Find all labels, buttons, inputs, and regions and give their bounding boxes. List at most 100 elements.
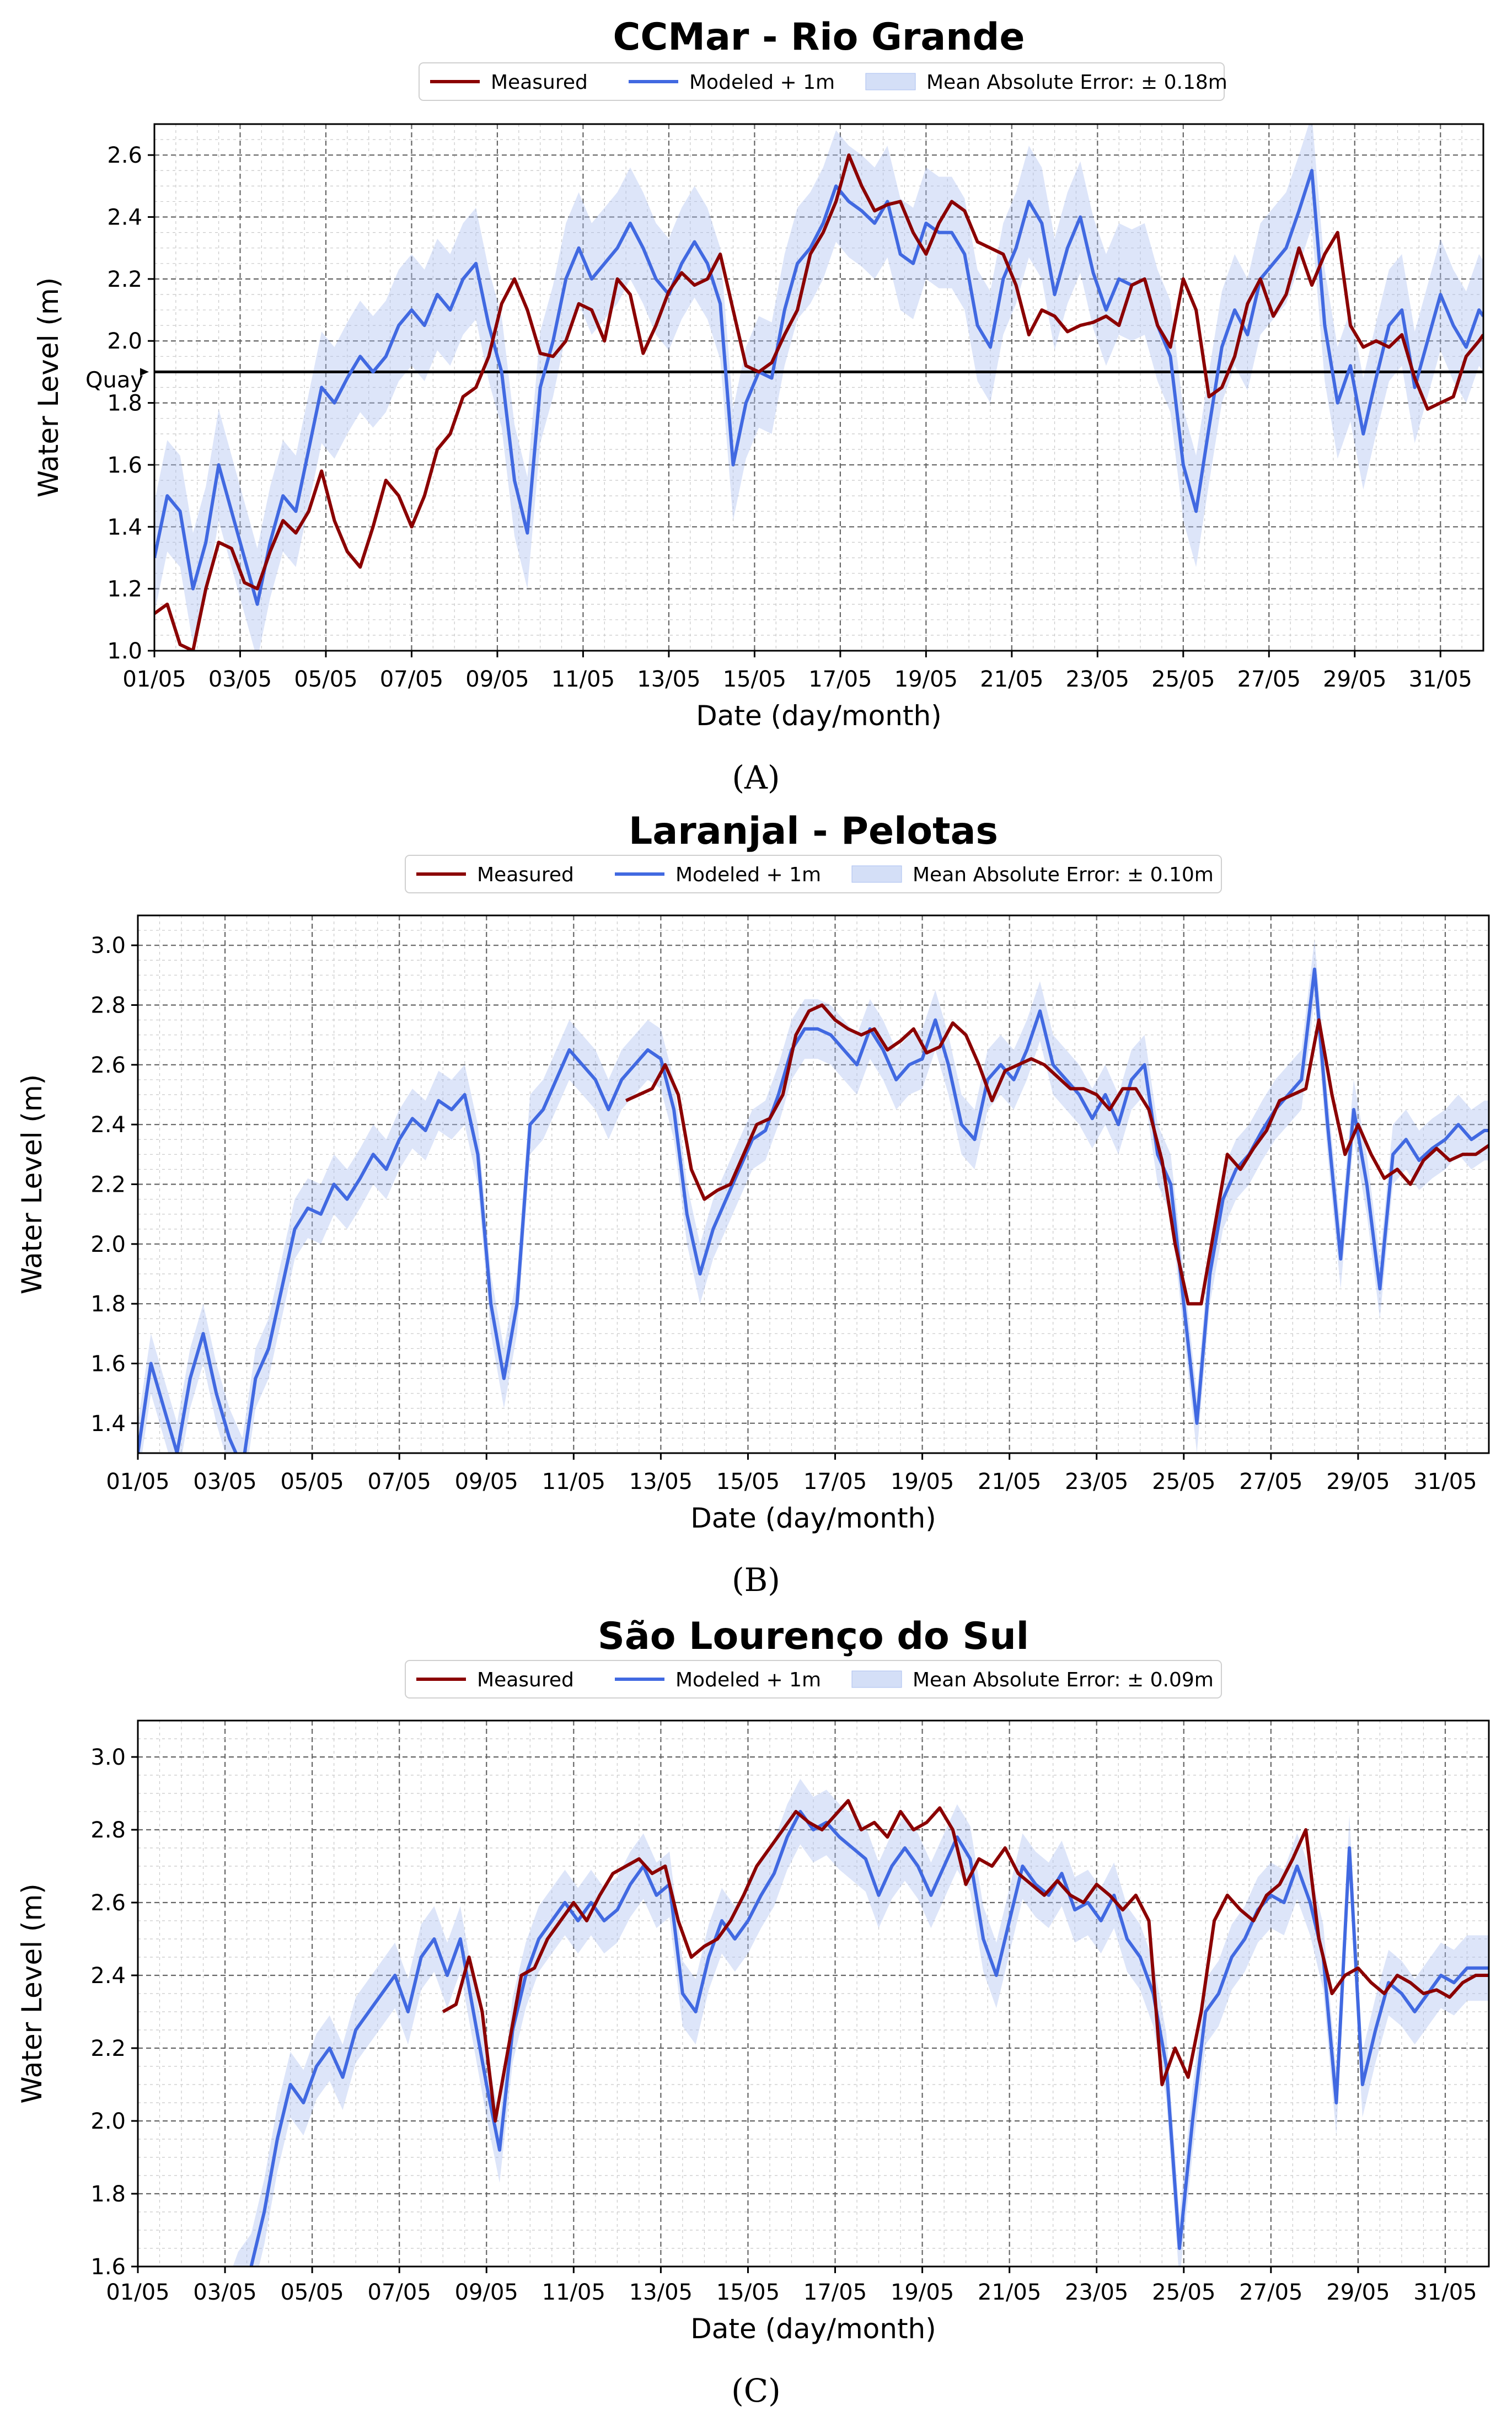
- legend-error-label: Mean Absolute Error: ± 0.10m: [913, 864, 1214, 886]
- x-tick-label: 27/05: [1239, 1469, 1302, 1494]
- x-tick-label: 29/05: [1326, 2280, 1390, 2305]
- y-tick-label: 3.0: [90, 933, 126, 958]
- y-tick-label: 3.0: [90, 1745, 126, 1770]
- y-tick-label: 2.2: [90, 2036, 126, 2061]
- legend-error-label: Mean Absolute Error: ± 0.18m: [926, 71, 1227, 94]
- modeled-series-line: [249, 1810, 1489, 2267]
- quay-label: Quay: [85, 367, 143, 393]
- panel-caption: (B): [732, 1561, 780, 1599]
- x-tick-label: 23/05: [1065, 1469, 1128, 1494]
- legend-modeled-label: Modeled + 1m: [675, 1669, 821, 1691]
- y-tick-label: 1.8: [90, 2182, 126, 2207]
- grid: [153, 124, 1484, 652]
- y-tick-label: 2.4: [90, 1963, 126, 1989]
- error-band: [154, 124, 1483, 651]
- error-band: [233, 1778, 1489, 2267]
- chart-panel-2: 01/05 03/05 05/05 07/05 09/05 11/05 13/05 15/05…: [16, 810, 1490, 1599]
- plot-frame: [153, 123, 1484, 652]
- y-tick-label: 2.8: [90, 993, 126, 1019]
- x-axis-label: Date (day/month): [690, 1502, 936, 1534]
- legend-measured-label: Measured: [491, 71, 588, 94]
- y-tick-label: 1.4: [107, 515, 142, 540]
- legend-box: [405, 1660, 1222, 1699]
- chart-title: CCMar - Rio Grande: [613, 15, 1025, 59]
- y-tick-label: 1.6: [107, 453, 142, 478]
- x-tick-label: 05/05: [280, 2280, 344, 2305]
- y-axis-label: Water Level (m): [16, 1074, 48, 1294]
- legend-error-label: Mean Absolute Error: ± 0.09m: [913, 1669, 1214, 1691]
- y-axis-label: Water Level (m): [16, 1883, 48, 2103]
- panel-caption: (A): [732, 759, 780, 796]
- y-tick-label: 2.2: [90, 1172, 126, 1198]
- y-tick-label: 1.2: [107, 577, 142, 602]
- x-tick-label: 07/05: [368, 2280, 431, 2305]
- y-tick-label: 2.0: [90, 2109, 126, 2134]
- x-tick-label: 05/05: [280, 1469, 344, 1494]
- x-tick-label: 13/05: [629, 1469, 693, 1494]
- chart-panel-3: 01/05 03/05 05/05 07/05 09/05 11/05 13/05 15/05…: [16, 1615, 1490, 2409]
- legend-box: [419, 62, 1225, 101]
- legend-modeled-label: Modeled + 1m: [689, 71, 835, 94]
- measured-series-line: [625, 1003, 1489, 1306]
- y-tick-label: 2.4: [107, 205, 142, 231]
- x-tick-label: 13/05: [629, 2280, 693, 2305]
- x-tick-label: 15/05: [716, 1469, 780, 1494]
- legend: Measured Modeled + 1m Mean Absolute Error:…: [405, 1660, 1222, 1699]
- x-axis-label: Date (day/month): [690, 2313, 936, 2345]
- chart-panel-1: Quay 01/05 03/05 05/05 07/05 09/05 11/05 13/05 1…: [33, 15, 1484, 796]
- legend-error-swatch: [865, 73, 916, 90]
- x-tick-label: 31/05: [1413, 2280, 1477, 2305]
- modeled-series-line: [154, 169, 1483, 606]
- x-tick-label: 25/05: [1152, 2280, 1215, 2305]
- x-tick-label: 03/05: [193, 2280, 256, 2305]
- legend-modeled-label: Modeled + 1m: [675, 864, 821, 886]
- x-tick-label: 23/05: [1065, 2280, 1128, 2305]
- x-tick-label: 07/05: [368, 1469, 431, 1494]
- x-tick-label: 17/05: [803, 2280, 867, 2305]
- y-tick-label: 1.6: [90, 1352, 126, 1377]
- y-tick-label: 2.6: [107, 143, 142, 168]
- x-tick-label: 09/05: [455, 2280, 518, 2305]
- y-tick-label: 2.6: [90, 1053, 126, 1078]
- y-tick-label: 1.8: [90, 1292, 126, 1317]
- x-tick-label: 29/05: [1323, 667, 1386, 692]
- x-tick-label: 29/05: [1326, 1469, 1390, 1494]
- x-tick-label: 01/05: [106, 2280, 169, 2305]
- x-tick-label: 27/05: [1237, 667, 1301, 692]
- y-tick-label: 1.0: [107, 639, 142, 664]
- panel-caption: (C): [731, 2372, 781, 2409]
- x-tick-label: 27/05: [1239, 2280, 1302, 2305]
- x-tick-label: 03/05: [193, 1469, 256, 1494]
- x-tick-label: 11/05: [542, 2280, 605, 2305]
- legend-measured-label: Measured: [477, 1669, 574, 1691]
- legend: Measured Modeled + 1m Mean Absolute Error:…: [419, 62, 1227, 101]
- y-tick-label: 2.4: [90, 1112, 126, 1138]
- x-tick-label: 25/05: [1151, 667, 1215, 692]
- x-tick-label: 25/05: [1152, 1469, 1215, 1494]
- y-tick-label: 2.6: [90, 1890, 126, 1916]
- x-tick-label: 21/05: [978, 2280, 1041, 2305]
- y-tick-label: 2.8: [90, 1818, 126, 1843]
- x-tick-label: 17/05: [808, 667, 872, 692]
- x-tick-label: 05/05: [294, 667, 357, 692]
- x-tick-label: 03/05: [208, 667, 272, 692]
- x-tick-label: 15/05: [723, 667, 786, 692]
- chart-title: São Lourenço do Sul: [598, 1615, 1029, 1658]
- x-tick-label: 11/05: [542, 1469, 605, 1494]
- legend-error-swatch: [851, 1670, 902, 1688]
- y-tick-label: 1.6: [90, 2254, 126, 2280]
- x-tick-label: 21/05: [978, 1469, 1041, 1494]
- y-axis-label: Water Level (m): [33, 277, 65, 497]
- y-tick-label: 1.8: [107, 391, 142, 416]
- x-tick-label: 15/05: [716, 2280, 780, 2305]
- x-tick-label: 11/05: [551, 667, 615, 692]
- x-tick-label: 01/05: [122, 667, 186, 692]
- legend-measured-label: Measured: [477, 864, 574, 886]
- x-axis-label: Date (day/month): [696, 700, 942, 732]
- measured-series-line: [154, 153, 1483, 651]
- chart-title: Laranjal - Pelotas: [629, 810, 998, 853]
- y-tick-label: 2.0: [107, 329, 142, 354]
- quay-arrow-icon: [140, 368, 149, 376]
- x-tick-label: 23/05: [1066, 667, 1129, 692]
- measured-series-line: [442, 1799, 1489, 2123]
